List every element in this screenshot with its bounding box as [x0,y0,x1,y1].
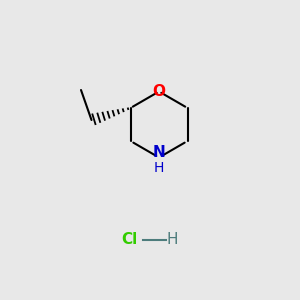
Text: Cl: Cl [121,232,137,247]
Text: H: H [167,232,178,247]
Text: H: H [154,161,164,175]
Text: O: O [152,84,166,99]
Text: N: N [153,145,165,160]
